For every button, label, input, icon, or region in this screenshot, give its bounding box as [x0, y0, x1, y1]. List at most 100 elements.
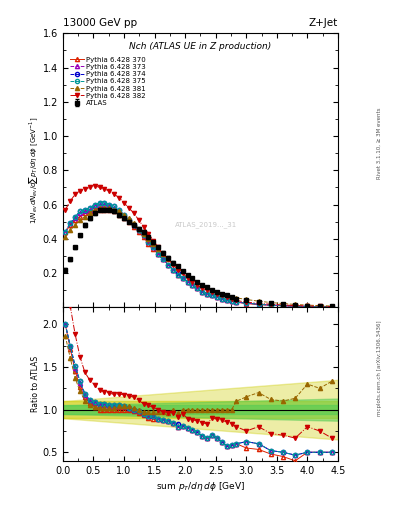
- Pythia 6.428 374: [234, 299, 239, 305]
- Pythia 6.428 375: [127, 217, 131, 223]
- Pythia 6.428 374: [83, 207, 87, 213]
- Pythia 6.428 375: [112, 203, 117, 209]
- Pythia 6.428 381: [92, 207, 97, 213]
- Text: 13000 GeV pp: 13000 GeV pp: [63, 18, 137, 28]
- Pythia 6.428 370: [136, 229, 141, 235]
- Pythia 6.428 373: [131, 222, 136, 228]
- Pythia 6.428 374: [127, 217, 131, 223]
- Pythia 6.428 375: [185, 279, 190, 285]
- Pythia 6.428 375: [256, 301, 261, 307]
- Pythia 6.428 374: [166, 262, 171, 268]
- Pythia 6.428 375: [63, 229, 68, 235]
- Pythia 6.428 382: [117, 195, 121, 201]
- Pythia 6.428 374: [92, 202, 97, 208]
- Pythia 6.428 373: [305, 304, 310, 310]
- X-axis label: sum $p_T/d\eta\,d\phi$ [GeV]: sum $p_T/d\eta\,d\phi$ [GeV]: [156, 480, 245, 493]
- Pythia 6.428 382: [185, 275, 190, 281]
- Pythia 6.428 381: [117, 208, 121, 215]
- Pythia 6.428 370: [73, 217, 77, 223]
- Pythia 6.428 375: [171, 267, 175, 273]
- Pythia 6.428 382: [151, 238, 156, 244]
- Pythia 6.428 370: [293, 303, 298, 309]
- Pythia 6.428 373: [195, 285, 200, 291]
- Pythia 6.428 375: [83, 207, 87, 213]
- Y-axis label: $1/N_{ev}\,dN_{ev}/d\!\sum p_T/d\eta\,d\phi\;[\rm GeV^{-1}]$: $1/N_{ev}\,dN_{ev}/d\!\sum p_T/d\eta\,d\…: [27, 117, 40, 224]
- Pythia 6.428 381: [156, 246, 161, 252]
- Pythia 6.428 381: [256, 298, 261, 304]
- Pythia 6.428 374: [117, 207, 121, 213]
- Pythia 6.428 370: [97, 207, 102, 213]
- Pythia 6.428 370: [107, 207, 112, 213]
- Pythia 6.428 382: [102, 186, 107, 192]
- Pythia 6.428 375: [244, 300, 249, 306]
- Text: ATLAS_2019..._31: ATLAS_2019..._31: [175, 222, 237, 228]
- Pythia 6.428 381: [151, 241, 156, 247]
- Pythia 6.428 382: [268, 301, 273, 307]
- Pythia 6.428 381: [112, 207, 117, 213]
- Pythia 6.428 374: [329, 304, 334, 310]
- Pythia 6.428 370: [180, 275, 185, 281]
- Pythia 6.428 374: [195, 285, 200, 291]
- Pythia 6.428 382: [127, 205, 131, 211]
- Pythia 6.428 370: [210, 292, 215, 298]
- Pythia 6.428 373: [210, 292, 215, 298]
- Pythia 6.428 374: [281, 303, 285, 309]
- Pythia 6.428 373: [97, 202, 102, 208]
- Pythia 6.428 382: [107, 188, 112, 194]
- Pythia 6.428 370: [234, 299, 239, 305]
- Pythia 6.428 373: [127, 217, 131, 223]
- Pythia 6.428 370: [112, 208, 117, 215]
- Pythia 6.428 382: [215, 290, 219, 296]
- Pythia 6.428 373: [244, 300, 249, 306]
- Pythia 6.428 373: [87, 207, 92, 213]
- Pythia 6.428 382: [63, 207, 68, 213]
- Pythia 6.428 373: [83, 208, 87, 215]
- Pythia 6.428 374: [112, 203, 117, 209]
- Pythia 6.428 382: [166, 257, 171, 263]
- Pythia 6.428 370: [156, 251, 161, 258]
- Pythia 6.428 381: [281, 301, 285, 307]
- Pythia 6.428 381: [219, 290, 224, 296]
- Pythia 6.428 374: [210, 292, 215, 298]
- Pythia 6.428 374: [136, 227, 141, 233]
- Pythia 6.428 381: [83, 214, 87, 220]
- Pythia 6.428 381: [141, 230, 146, 237]
- Pythia 6.428 382: [219, 292, 224, 298]
- Pythia 6.428 370: [244, 301, 249, 307]
- Pythia 6.428 382: [122, 200, 127, 206]
- Pythia 6.428 381: [180, 268, 185, 274]
- Pythia 6.428 381: [190, 275, 195, 281]
- Pythia 6.428 375: [97, 200, 102, 206]
- Pythia 6.428 373: [156, 251, 161, 258]
- Pythia 6.428 375: [293, 303, 298, 309]
- Pythia 6.428 370: [329, 304, 334, 310]
- Pythia 6.428 374: [87, 205, 92, 211]
- Pythia 6.428 382: [195, 282, 200, 288]
- Line: Pythia 6.428 373: Pythia 6.428 373: [63, 202, 334, 309]
- Pythia 6.428 370: [190, 282, 195, 288]
- Pythia 6.428 373: [117, 208, 121, 215]
- Pythia 6.428 370: [92, 207, 97, 213]
- Pythia 6.428 370: [281, 303, 285, 309]
- Pythia 6.428 374: [131, 222, 136, 228]
- Pythia 6.428 375: [281, 303, 285, 309]
- Pythia 6.428 370: [205, 290, 209, 296]
- Pythia 6.428 381: [78, 217, 83, 223]
- Text: Nch (ATLAS UE in Z production): Nch (ATLAS UE in Z production): [129, 41, 272, 51]
- Pythia 6.428 375: [215, 294, 219, 300]
- Pythia 6.428 373: [73, 215, 77, 221]
- Pythia 6.428 370: [78, 214, 83, 220]
- Pythia 6.428 381: [210, 287, 215, 293]
- Pythia 6.428 382: [136, 217, 141, 223]
- Pythia 6.428 375: [329, 304, 334, 310]
- Pythia 6.428 370: [151, 246, 156, 252]
- Pythia 6.428 382: [131, 210, 136, 216]
- Pythia 6.428 375: [210, 292, 215, 298]
- Pythia 6.428 375: [175, 272, 180, 278]
- Pythia 6.428 373: [161, 257, 165, 263]
- Pythia 6.428 370: [317, 304, 322, 310]
- Pythia 6.428 373: [185, 279, 190, 285]
- Pythia 6.428 370: [195, 285, 200, 291]
- Pythia 6.428 381: [175, 265, 180, 271]
- Pythia 6.428 375: [224, 297, 229, 304]
